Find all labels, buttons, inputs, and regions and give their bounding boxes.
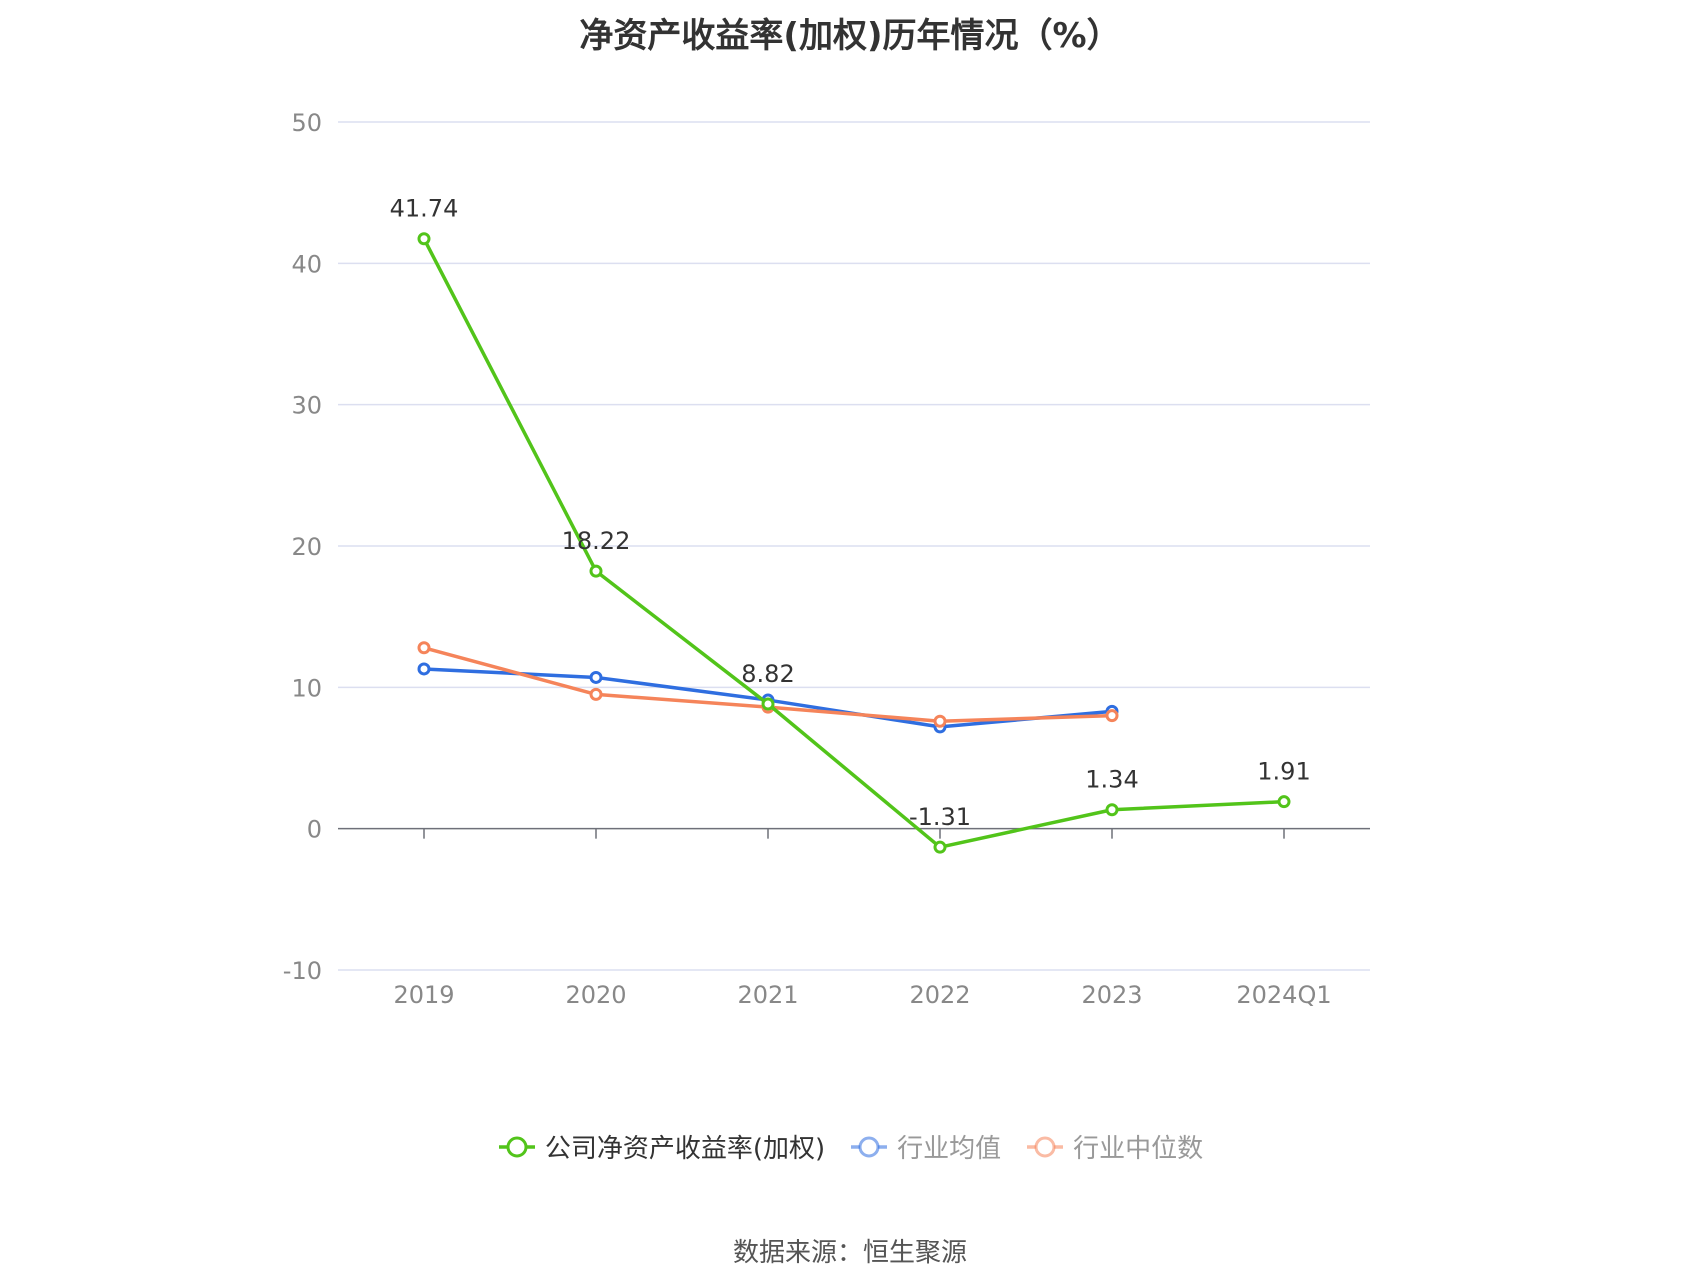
data-label: 1.91 (1257, 758, 1310, 786)
data-point (417, 662, 431, 676)
y-tick-label: 30 (291, 392, 322, 420)
data-point (1105, 709, 1119, 723)
y-tick-label: 0 (307, 816, 322, 844)
data-point (933, 840, 947, 854)
legend-item[interactable]: 公司净资产收益率(加权) (497, 1128, 825, 1165)
data-label: 18.22 (562, 527, 631, 555)
data-point (589, 670, 603, 684)
series-0: 41.74 18.22 8.82 -1.31 1.34 1.91 (390, 195, 1311, 854)
data-point (589, 564, 603, 578)
chart-legend: 公司净资产收益率(加权) 行业均值 行业中位数 (0, 1128, 1700, 1165)
data-point (1277, 795, 1291, 809)
y-tick-label: 40 (291, 250, 322, 278)
legend-item[interactable]: 行业均值 (849, 1128, 1001, 1165)
data-point (933, 714, 947, 728)
data-label: 41.74 (390, 195, 459, 223)
series-line (422, 237, 1285, 849)
y-tick-label: 10 (291, 674, 322, 702)
data-point (417, 641, 431, 655)
data-label: 1.34 (1085, 766, 1138, 794)
legend-label: 行业中位数 (1073, 1134, 1204, 1164)
y-tick-label: 50 (291, 109, 322, 137)
x-tick-label: 2020 (565, 981, 626, 1009)
x-tick-label: 2019 (393, 981, 454, 1009)
data-label: 8.82 (741, 660, 794, 688)
x-tick-label: 2021 (737, 981, 798, 1009)
legend-label: 公司净资产收益率(加权) (544, 1134, 826, 1164)
chart-title: 净资产收益率(加权)历年情况（%） (579, 16, 1121, 56)
data-point (761, 697, 775, 711)
data-source-note: 数据来源：恒生聚源 (732, 1238, 967, 1268)
y-tick-label: 20 (291, 533, 322, 561)
data-label: -1.31 (909, 803, 971, 831)
legend-swatch-icon (498, 1136, 535, 1157)
legend-swatch-icon (851, 1136, 888, 1157)
x-tick-label: 2023 (1081, 981, 1142, 1009)
legend-item[interactable]: 行业中位数 (1025, 1128, 1203, 1165)
legend-swatch-icon (1027, 1136, 1064, 1157)
legend-label: 行业均值 (897, 1134, 1002, 1164)
data-point (589, 687, 603, 701)
x-tick-label: 2024Q1 (1236, 981, 1331, 1009)
x-tick-label: 2022 (909, 981, 970, 1009)
data-point (1105, 803, 1119, 817)
data-point (417, 232, 431, 246)
y-tick-label: -10 (283, 957, 322, 985)
